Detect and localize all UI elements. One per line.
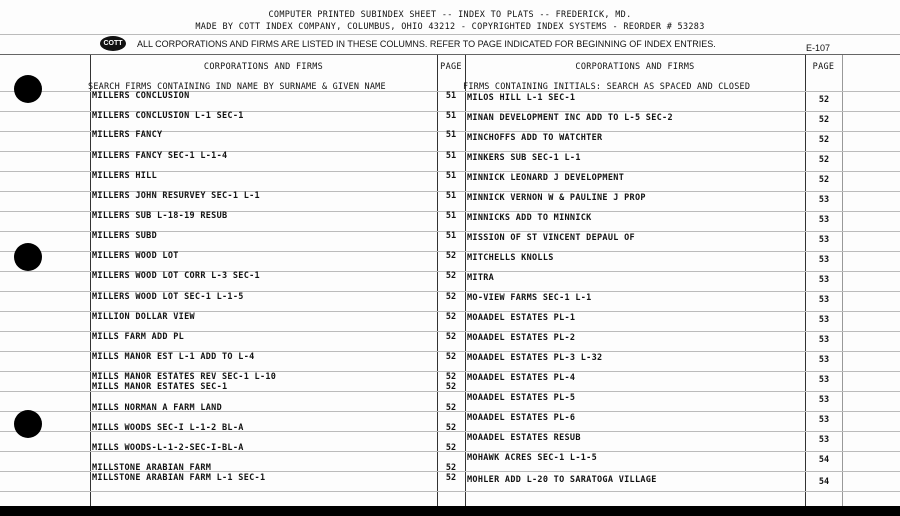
right-entry-page: 53 <box>818 215 830 225</box>
left-subheading: SEARCH FIRMS CONTAINING IND NAME BY SURN… <box>88 82 386 92</box>
left-entry-page: 52 <box>445 443 457 453</box>
left-entry-page: 52 <box>445 332 457 342</box>
left-entry-name: MILLSTONE ARABIAN FARM <box>92 463 212 473</box>
left-entry-page: 52 <box>445 463 457 473</box>
left-entry-page: 51 <box>445 171 457 181</box>
left-entry-name: MILLERS CONCLUSION <box>92 91 190 101</box>
right-entry-page: 54 <box>818 455 830 465</box>
left-entry-name: MILLERS JOHN RESURVEY SEC-1 L-1 <box>92 191 260 201</box>
right-entry-name: MILOS HILL L-1 SEC-1 <box>467 93 576 103</box>
right-entry-name: MITRA <box>467 273 495 283</box>
left-entry-name: MILLS WOODS SEC-I L-1-2 BL-A <box>92 423 244 433</box>
left-entry-name: MILLERS WOOD LOT CORR L-3 SEC-1 <box>92 271 260 281</box>
left-entry-page: 51 <box>445 91 457 101</box>
right-entry-page: 53 <box>818 355 830 365</box>
left-entry-page: 51 <box>445 211 457 221</box>
right-entry-name: MISSION OF ST VINCENT DEPAUL OF <box>467 233 635 243</box>
right-entry-name: MOAADEL ESTATES PL-2 <box>467 333 576 343</box>
right-entry-page: 53 <box>818 235 830 245</box>
punch-hole <box>14 243 42 271</box>
right-entry-page: 53 <box>818 335 830 345</box>
left-entry-name: MILLERS WOOD LOT <box>92 251 179 261</box>
left-entry-name: MILLERS CONCLUSION L-1 SEC-1 <box>92 111 244 121</box>
right-entry-page: 53 <box>818 275 830 285</box>
right-entry-name: MOHLER ADD L-20 TO SARATOGA VILLAGE <box>467 475 657 485</box>
left-entry-name: MILLS MANOR EST L-1 ADD TO L-4 <box>92 352 255 362</box>
publisher-line: MADE BY COTT INDEX COMPANY, COLUMBUS, OH… <box>195 22 705 32</box>
form-number: E-107 <box>806 43 831 53</box>
right-entry-page: 53 <box>818 435 830 445</box>
notice-text: ALL CORPORATIONS AND FIRMS ARE LISTED IN… <box>137 39 716 49</box>
left-entry-name: MILLION DOLLAR VIEW <box>92 312 195 322</box>
right-entry-name: MOAADEL ESTATES PL-3 L-32 <box>467 353 603 363</box>
left-entry-page: 52 <box>445 292 457 302</box>
left-entry-name: MILLERS SUB L-18-19 RESUB <box>92 211 228 221</box>
left-entry-name: MILLS MANOR ESTATES REV SEC-1 L-10 <box>92 372 277 382</box>
right-entry-name: MINCHOFFS ADD TO WATCHTER <box>467 133 603 143</box>
right-entry-page: 53 <box>818 255 830 265</box>
right-entry-page: 53 <box>818 295 830 305</box>
right-entry-page: 52 <box>818 175 830 185</box>
right-entry-name: MOAADEL ESTATES PL-1 <box>467 313 576 323</box>
left-entry-page: 52 <box>445 352 457 362</box>
right-entry-name: MOAADEL ESTATES PL-5 <box>467 393 576 403</box>
right-entry-page: 52 <box>818 155 830 165</box>
left-entry-name: MILLERS FANCY <box>92 130 163 140</box>
right-entry-page: 53 <box>818 415 830 425</box>
right-entry-name: MOAADEL ESTATES PL-4 <box>467 373 576 383</box>
left-entry-page: 51 <box>445 151 457 161</box>
left-entry-page: 52 <box>445 403 457 413</box>
left-entry-name: MILLS NORMAN A FARM LAND <box>92 403 223 413</box>
right-column-heading: CORPORATIONS AND FIRMS <box>575 62 695 72</box>
right-entry-page: 53 <box>818 375 830 385</box>
right-entry-name: MINKERS SUB SEC-1 L-1 <box>467 153 581 163</box>
left-entry-name: MILLS FARM ADD PL <box>92 332 185 342</box>
right-entry-name: MINNICK VERNON W & PAULINE J PROP <box>467 193 646 203</box>
left-entry-page: 52 <box>445 271 457 281</box>
right-entry-page: 53 <box>818 195 830 205</box>
right-entry-name: MOHAWK ACRES SEC-1 L-1-5 <box>467 453 598 463</box>
right-entry-page: 52 <box>818 95 830 105</box>
left-page-heading: PAGE <box>440 62 462 72</box>
right-entry-page: 52 <box>818 115 830 125</box>
left-entry-page: 51 <box>445 130 457 140</box>
left-entry-page: 51 <box>445 231 457 241</box>
right-entry-name: MINAN DEVELOPMENT INC ADD TO L-5 SEC-2 <box>467 113 673 123</box>
left-entry-page: 52 <box>445 312 457 322</box>
left-entry-name: MILLS WOODS-L-1-2-SEC-I-BL-A <box>92 443 244 453</box>
left-entry-page: 51 <box>445 111 457 121</box>
left-entry-name: MILLSTONE ARABIAN FARM L-1 SEC-1 <box>92 473 266 483</box>
right-entry-name: MITCHELLS KNOLLS <box>467 253 554 263</box>
right-page-heading: PAGE <box>812 62 835 72</box>
left-entry-name: MILLERS SUBD <box>92 231 158 241</box>
left-entry-name: MILLERS FANCY SEC-1 L-1-4 <box>92 151 228 161</box>
right-entry-name: MOAADEL ESTATES RESUB <box>467 433 581 443</box>
left-entry-name: MILLS MANOR ESTATES SEC-1 <box>92 382 228 392</box>
left-column-heading: CORPORATIONS AND FIRMS <box>203 62 324 72</box>
right-entry-page: 52 <box>818 135 830 145</box>
right-entry-name: MO-VIEW FARMS SEC-1 L-1 <box>467 293 592 303</box>
right-entry-name: MINNICKS ADD TO MINNICK <box>467 213 592 223</box>
left-entry-name: MILLERS HILL <box>92 171 158 181</box>
punch-hole <box>14 410 42 438</box>
right-entry-page: 54 <box>818 477 830 487</box>
left-entry-page: 52 <box>445 382 457 392</box>
left-entry-name: MILLERS WOOD LOT SEC-1 L-1-5 <box>92 292 244 302</box>
left-entry-page: 52 <box>445 473 457 483</box>
right-entry-page: 53 <box>818 395 830 405</box>
right-subheading: FIRMS CONTAINING INITIALS: SEARCH AS SPA… <box>463 82 751 92</box>
left-entry-page: 52 <box>445 372 457 382</box>
right-entry-name: MOAADEL ESTATES PL-6 <box>467 413 576 423</box>
cott-logo: COTT <box>100 36 126 51</box>
right-entry-page: 53 <box>818 315 830 325</box>
left-entry-page: 52 <box>445 251 457 261</box>
punch-hole <box>14 75 42 103</box>
sheet-title: COMPUTER PRINTED SUBINDEX SHEET -- INDEX… <box>268 10 632 20</box>
left-entry-page: 52 <box>445 423 457 433</box>
left-entry-page: 51 <box>445 191 457 201</box>
right-entry-name: MINNICK LEONARD J DEVELOPMENT <box>467 173 625 183</box>
